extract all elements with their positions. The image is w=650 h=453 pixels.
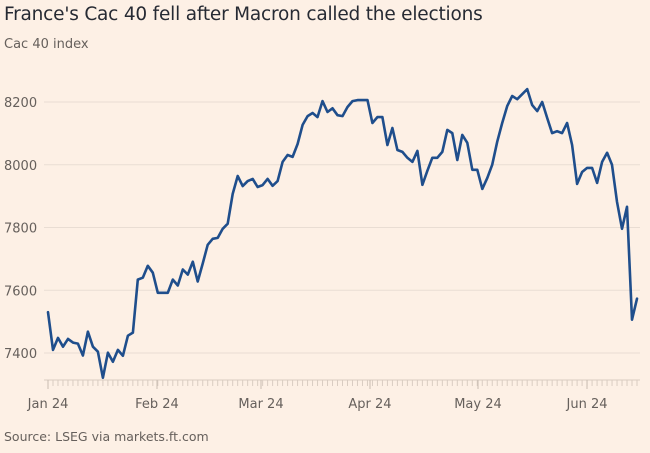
y-tick-label: 7400 — [4, 347, 37, 362]
gridlines — [44, 101, 640, 354]
x-tick-label: Jan 24 — [27, 397, 69, 412]
chart-source: Source: LSEG via markets.ft.com — [4, 429, 209, 444]
chart-title: France's Cac 40 fell after Macron called… — [4, 4, 483, 25]
chart-subtitle: Cac 40 index — [4, 37, 89, 52]
y-tick-label: 8000 — [4, 159, 37, 174]
series-line-cac40 — [46, 87, 639, 380]
x-tick-label: Feb 24 — [135, 397, 179, 412]
series-layer — [46, 87, 639, 380]
y-tick-label: 7600 — [4, 284, 37, 299]
x-tick-label: Mar 24 — [238, 397, 283, 412]
y-axis: 7400 7600 7800 8000 8200 — [4, 96, 37, 362]
x-tick-label: Apr 24 — [348, 397, 391, 412]
x-axis: Jan 24 Feb 24 Mar 24 Apr 24 May 24 Jun 24 — [27, 379, 640, 412]
x-tick-label: May 24 — [454, 397, 502, 412]
y-tick-label: 8200 — [4, 96, 37, 111]
y-tick-label: 7800 — [4, 222, 37, 237]
x-tick-label: Jun 24 — [566, 397, 608, 412]
